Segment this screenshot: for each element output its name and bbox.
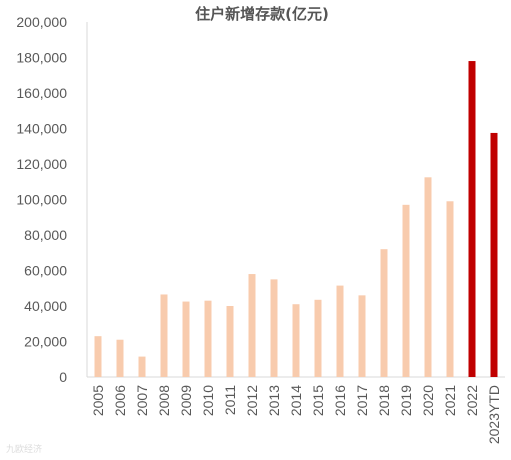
x-tick-label: 2010 <box>200 385 216 416</box>
bar-2022 <box>468 61 476 378</box>
y-tick-label: 200,000 <box>16 14 67 30</box>
x-tick-label: 2022 <box>464 385 480 416</box>
bar-2012 <box>248 274 256 377</box>
x-tick-label: 2019 <box>398 385 414 416</box>
y-tick-label: 180,000 <box>16 50 67 66</box>
x-tick-label: 2015 <box>310 385 326 416</box>
y-tick-label: 80,000 <box>24 227 67 243</box>
bars <box>94 61 498 378</box>
x-tick-label: 2016 <box>332 385 348 416</box>
x-tick-label: 2020 <box>420 385 436 416</box>
x-tick-label: 2014 <box>288 385 304 416</box>
y-tick-label: 20,000 <box>24 334 67 350</box>
x-tick-label: 2021 <box>442 385 458 416</box>
x-tick-label: 2011 <box>222 385 238 415</box>
x-tick-label: 2006 <box>112 385 128 416</box>
bar-2007 <box>138 356 146 377</box>
x-tick-label: 2008 <box>156 385 172 416</box>
bar-2018 <box>380 249 388 377</box>
x-tick-label: 2007 <box>134 385 150 416</box>
bar-2005 <box>94 336 102 377</box>
bar-2008 <box>160 294 168 377</box>
bar-2019 <box>402 204 410 377</box>
x-tick-label: 2023YTD <box>486 385 502 444</box>
y-tick-label: 140,000 <box>16 121 67 137</box>
bar-2011 <box>226 306 234 377</box>
y-tick-label: 120,000 <box>16 156 67 172</box>
y-tick-label: 0 <box>59 369 67 385</box>
bar-2020 <box>424 177 432 377</box>
y-tick-label: 160,000 <box>16 85 67 101</box>
y-axis: 0 20,000 40,000 60,000 80,000 100,000 120,000 1… <box>16 14 67 385</box>
x-tick-label: 2013 <box>266 385 282 416</box>
bar-2010 <box>204 300 212 377</box>
bar-2014 <box>292 304 300 377</box>
bar-2017 <box>358 295 366 377</box>
bar-2006 <box>116 339 124 377</box>
bar-2013 <box>270 279 278 377</box>
bar-2009 <box>182 301 190 377</box>
x-tick-label: 2009 <box>178 385 194 416</box>
chart-title: 住户新增存款(亿元) <box>195 5 329 23</box>
bar-2016 <box>336 285 344 377</box>
watermark: 九欧经济 <box>6 443 42 455</box>
bar-2023YTD <box>490 132 498 377</box>
y-tick-label: 100,000 <box>16 192 67 208</box>
x-tick-label: 2012 <box>244 385 260 416</box>
x-tick-label: 2005 <box>90 385 106 416</box>
bar-2015 <box>314 299 322 377</box>
x-tick-label: 2018 <box>376 385 392 416</box>
x-tick-label: 2017 <box>354 385 370 416</box>
y-tick-label: 60,000 <box>24 263 67 279</box>
y-tick-label: 40,000 <box>24 298 67 314</box>
x-axis: 2005 2006 2007 2008 2009 2010 2011 2012 2013 2014… <box>90 385 502 444</box>
bar-2021 <box>446 201 454 377</box>
